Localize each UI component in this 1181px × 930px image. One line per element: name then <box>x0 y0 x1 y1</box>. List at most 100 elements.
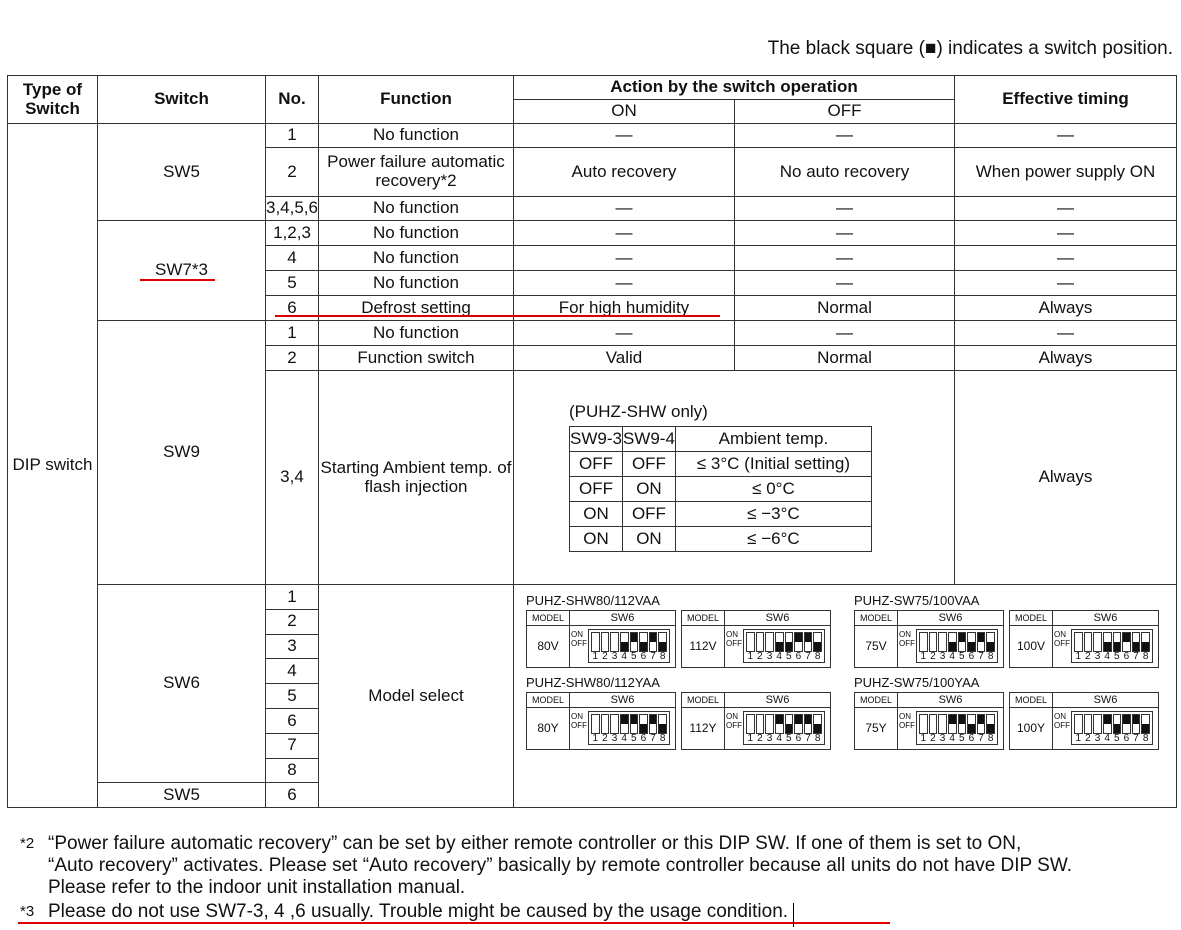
off-action: — <box>734 320 955 346</box>
switch-index: 4 <box>949 733 955 745</box>
switch-number: 4 <box>265 658 319 685</box>
ambient-temp-cell: (PUHZ-SHW only) SW9-3 SW9-4 Ambient temp. OF… <box>513 370 955 585</box>
model-value: 112Y <box>682 708 725 750</box>
off-label: OFF <box>899 639 915 649</box>
on-label: ON <box>899 712 911 722</box>
switch-index: 3 <box>766 733 773 745</box>
switch-index: 3 <box>939 651 946 663</box>
effective-timing: — <box>954 320 1177 346</box>
sw6-header: SW6 <box>570 693 675 709</box>
switch-number: 1 <box>265 320 319 346</box>
switch-index: 1 <box>920 733 927 745</box>
dip-switch-6 <box>639 632 648 653</box>
header-off: OFF <box>734 99 955 124</box>
dip-switch-3 <box>938 714 947 735</box>
switch-number: 6 <box>265 782 319 809</box>
dip-switch-8 <box>813 632 822 653</box>
switch-index: 7 <box>1133 651 1139 663</box>
model-header: MODEL <box>1010 693 1053 709</box>
dip-switch-3 <box>610 714 619 735</box>
switch-number: 2 <box>265 608 319 635</box>
switch-index: 8 <box>659 651 666 663</box>
on-label: ON <box>726 712 738 722</box>
footnote-2: *2 “Power failure automatic recovery” ca… <box>20 833 1072 899</box>
switch-number: 4 <box>265 245 319 271</box>
switch-index: 4 <box>776 651 782 663</box>
switch-index: 6 <box>1123 733 1130 745</box>
switch-number: 6 <box>265 707 319 734</box>
on-action: Auto recovery <box>513 147 735 197</box>
dip-switch-2 <box>928 632 938 653</box>
sub-cell: ON <box>621 525 676 552</box>
switch-index: 1 <box>747 733 754 745</box>
text-cursor <box>793 903 794 927</box>
switch-index: 6 <box>795 651 802 663</box>
function: No function <box>318 220 514 246</box>
switch-index: 2 <box>1085 651 1091 663</box>
dip-switch-8 <box>986 714 995 735</box>
switch-number: 5 <box>265 270 319 296</box>
switch-index: 5 <box>1114 733 1120 745</box>
switch-index: 4 <box>1104 733 1110 745</box>
dip-switch-5 <box>1112 632 1122 653</box>
dip-switch-7 <box>803 632 813 653</box>
switch-index: 1 <box>592 733 599 745</box>
model-group-label: PUHZ-SW75/100VAA <box>854 593 980 609</box>
dip-switch-7 <box>976 714 986 735</box>
switch-index: 1 <box>747 651 754 663</box>
sub-cell: ≤ −6°C <box>674 525 872 552</box>
footnote-2-mark: *2 <box>20 835 35 852</box>
dip-switch-3 <box>1093 632 1102 653</box>
dip-switch-3 <box>765 632 774 653</box>
dip-switch-2 <box>755 632 765 653</box>
switch-number: 1 <box>265 123 319 148</box>
switch-index: 2 <box>757 651 763 663</box>
model-header: MODEL <box>855 693 898 709</box>
switch-index: 5 <box>631 733 637 745</box>
on-action: — <box>513 220 735 246</box>
switch-number: 2 <box>265 345 319 371</box>
dip-switch-4 <box>1102 632 1112 653</box>
switch-name: SW5 <box>97 782 266 809</box>
footnote-2-line: Please refer to the indoor unit installa… <box>48 877 466 898</box>
footnote-2-line: “Auto recovery” activates. Please set “A… <box>48 855 1073 876</box>
dip-switch-5 <box>1112 714 1122 735</box>
sub-cell: ≤ 0°C <box>674 475 872 502</box>
dip-switch-1 <box>919 714 928 735</box>
function: Starting Ambient temp. of flash injectio… <box>318 370 514 585</box>
switch-number: 3,4,5,6 <box>265 196 319 221</box>
switch-index: 8 <box>987 651 994 663</box>
off-action: No auto recovery <box>734 147 955 197</box>
on-label: ON <box>571 712 583 722</box>
dip-switch-2 <box>600 714 610 735</box>
dip-switch-5 <box>957 632 967 653</box>
switch-index: 4 <box>776 733 782 745</box>
header-timing: Effective timing <box>954 75 1177 124</box>
header-on: ON <box>513 99 735 124</box>
dip-switch-8 <box>1141 632 1150 653</box>
off-label: OFF <box>1054 721 1070 731</box>
dip-switch-5 <box>957 714 967 735</box>
switch-index: 2 <box>930 733 936 745</box>
footnote-2-line: “Power failure automatic recovery” can b… <box>48 833 1022 854</box>
dip-switch-8 <box>986 632 995 653</box>
switch-index: 5 <box>786 651 792 663</box>
effective-timing: — <box>954 245 1177 271</box>
switch-index: 6 <box>968 651 975 663</box>
effective-timing: — <box>954 196 1177 221</box>
switch-index: 4 <box>1104 651 1110 663</box>
on-action: — <box>513 320 735 346</box>
switch-index: 3 <box>1094 733 1101 745</box>
sub-cell: ≤ −3°C <box>674 500 872 527</box>
on-action: — <box>513 245 735 271</box>
switch-index: 8 <box>659 733 666 745</box>
off-action: — <box>734 123 955 148</box>
model-value: 80Y <box>527 708 570 750</box>
function: No function <box>318 245 514 271</box>
